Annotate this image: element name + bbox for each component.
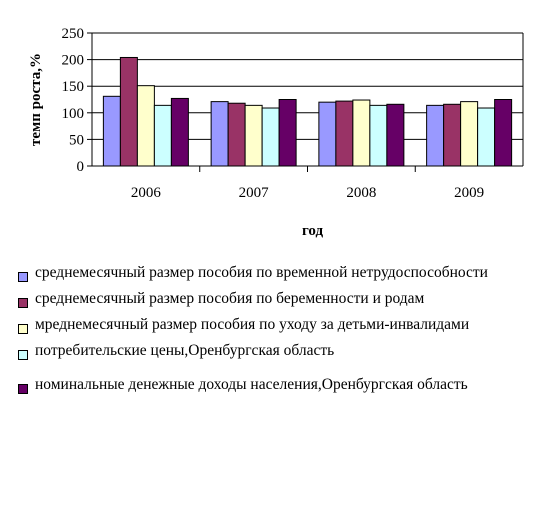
bar (153, 104, 172, 167)
y-tick-label: 200 (62, 53, 85, 69)
y-tick-label: 0 (77, 159, 85, 175)
legend-swatch-disabled-child-care (18, 324, 28, 334)
legend-swatch-sick-leave (18, 272, 28, 282)
legend-item-consumer-prices: потребительские цены,Оренбургская област… (18, 342, 533, 360)
bar (210, 101, 229, 167)
legend-label-sick-leave: среднемесячный размер пособия по временн… (35, 264, 488, 281)
legend-item-maternity: среднемесячный размер пособия по беремен… (18, 290, 533, 308)
legend-swatch-nominal-income (18, 384, 28, 394)
legend-label-nominal-income: номинальные денежные доходы населения,Ор… (35, 376, 468, 393)
legend-swatch-consumer-prices (18, 350, 28, 360)
legend-label-consumer-prices: потребительские цены,Оренбургская област… (35, 342, 335, 359)
legend-swatch-maternity (18, 298, 28, 308)
x-tick-label: 2007 (239, 185, 270, 201)
bar (102, 95, 121, 167)
bar (244, 104, 263, 167)
bar (119, 56, 138, 167)
chart-legend: среднемесячный размер пособия по временн… (18, 264, 533, 402)
bar (136, 85, 155, 167)
bar (426, 104, 445, 167)
y-tick-label: 50 (69, 132, 84, 148)
bar (261, 107, 280, 167)
bar (477, 107, 496, 167)
bar (352, 99, 371, 167)
bar (386, 103, 405, 167)
y-tick-label: 150 (62, 79, 85, 95)
legend-item-nominal-income: номинальные денежные доходы населения,Ор… (18, 376, 533, 394)
bar (460, 101, 479, 167)
bar (443, 103, 462, 167)
bar (170, 97, 189, 167)
legend-item-disabled-child-care: мреднемесячный размер пособия по уходу з… (18, 316, 533, 334)
bar-chart: 0 50 100 150 200 250 2006 2007 2008 2009 год темп р… (28, 26, 524, 239)
bar (494, 99, 513, 167)
bar (318, 101, 337, 167)
legend-item-sick-leave: среднемесячный размер пособия по временн… (18, 264, 533, 282)
y-axis-title: темп роста,% (28, 53, 44, 146)
bar (335, 100, 354, 167)
x-tick-label: 2006 (131, 185, 162, 201)
bar (369, 104, 388, 167)
y-tick-label: 100 (62, 106, 85, 122)
bar (227, 102, 246, 167)
legend-label-disabled-child-care: мреднемесячный размер пособия по уходу з… (35, 316, 470, 333)
x-tick-label: 2009 (454, 185, 484, 201)
legend-label-maternity: среднемесячный размер пособия по беремен… (35, 290, 425, 307)
y-tick-label: 250 (62, 26, 85, 42)
x-axis-title: год (302, 223, 324, 239)
x-tick-label: 2008 (346, 185, 376, 201)
bar (278, 99, 297, 167)
